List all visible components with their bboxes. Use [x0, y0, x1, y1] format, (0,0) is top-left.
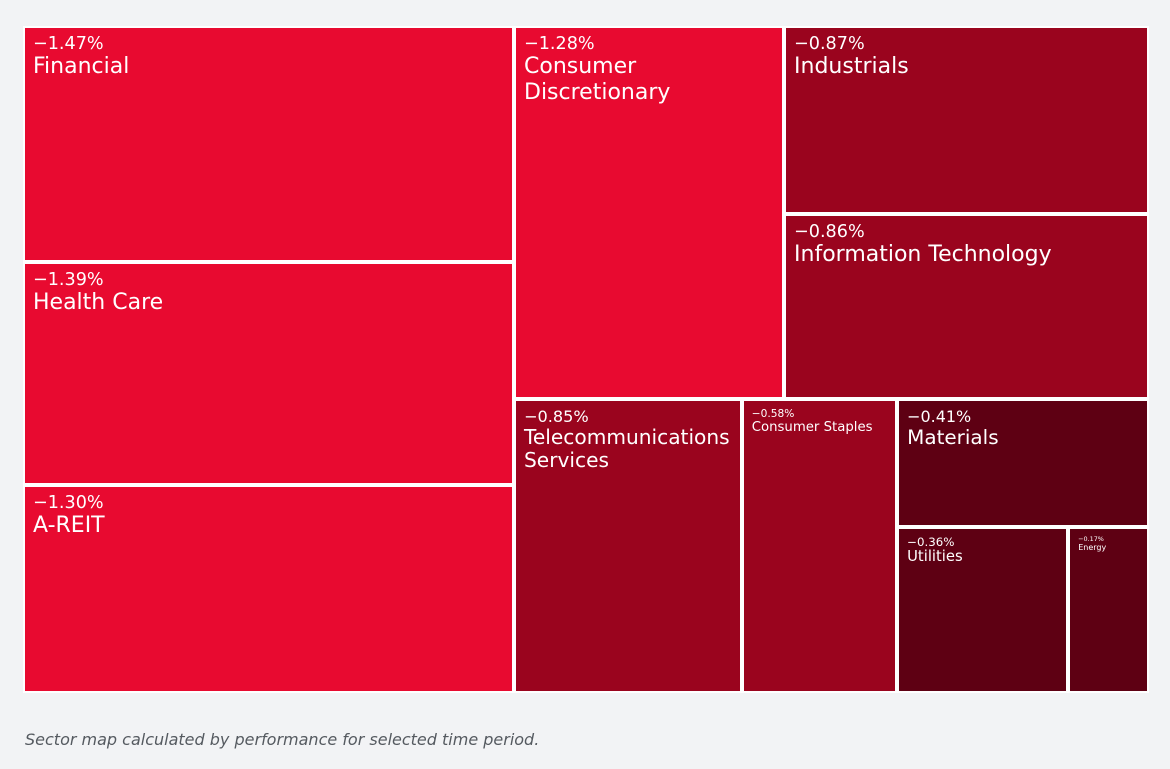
tile: −0.36% Utilities [899, 529, 1067, 691]
sector-name: Energy [1078, 543, 1107, 553]
sector-name: Industrials [794, 54, 909, 80]
tile: −1.39% Health Care [25, 263, 512, 483]
sector-name: Financial [33, 54, 130, 80]
tile: −1.47% Financial [25, 28, 512, 260]
value-label: −0.87% [794, 34, 865, 54]
value-label: −0.58% [751, 407, 795, 421]
tile: −0.85% Telecommunications Services [516, 401, 740, 691]
sector-name: Consumer Staples [751, 419, 873, 435]
value-label: −0.17% [1078, 535, 1104, 544]
tile: −1.28% Consumer Discretionary [516, 28, 783, 398]
value-label: −0.86% [794, 221, 865, 242]
tile: −0.17% Energy [1070, 529, 1147, 691]
tile: −0.87% Industrials [786, 28, 1147, 212]
sector-name: Consumer Discretionary [524, 54, 671, 105]
value-label: −0.85% [524, 407, 589, 427]
sector-name: Utilities [907, 548, 963, 566]
tile: −0.58% Consumer Staples [743, 401, 896, 691]
value-label: −1.47% [33, 34, 104, 54]
sector-name: Health Care [33, 290, 164, 316]
tile: −0.86% Information Technology [786, 215, 1147, 398]
tile: −0.41% Materials [899, 401, 1147, 526]
value-label: −1.39% [33, 269, 104, 290]
sector-name: Information Technology [794, 242, 1052, 267]
caption: Sector map calculated by performance for… [25, 730, 540, 749]
sector-name: Telecommunications Services [524, 424, 730, 473]
sector-name: Materials [907, 424, 999, 449]
value-label: −0.41% [907, 407, 972, 427]
sector-name: A-REIT [33, 512, 105, 538]
value-label: −1.30% [33, 492, 104, 513]
treemap: −1.47% Financial −1.39% Health Care −1.30% A-… [23, 26, 1149, 693]
value-label: −0.36% [907, 535, 955, 550]
tile: −1.30% A-REIT [25, 486, 512, 691]
value-label: −1.28% [524, 34, 595, 54]
